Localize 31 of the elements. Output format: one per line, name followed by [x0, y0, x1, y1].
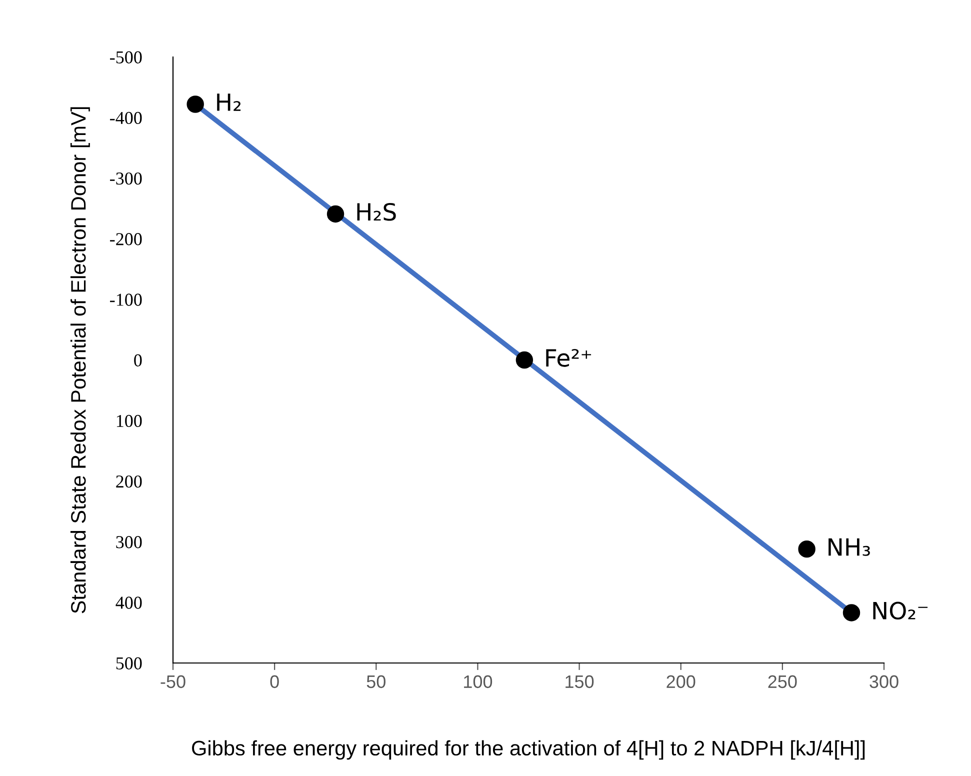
- y-tick-label: 500: [116, 657, 142, 670]
- point: [326, 205, 344, 223]
- y-tick-label: -400: [110, 112, 142, 124]
- x-tick-label: -50: [160, 675, 186, 688]
- x-axis-title: Gibbs free energy required for the activation of 4[H] to 2 NADPH [kJ/4[H]]: [192, 740, 865, 760]
- y-tick-label: -200: [110, 233, 142, 246]
- y-tick-label: 200: [116, 475, 142, 488]
- annotation: H₂S: [357, 202, 396, 221]
- point: [516, 351, 534, 369]
- annotation: H₂: [217, 94, 241, 111]
- annotation: NH₃: [828, 538, 870, 556]
- x-tick-label: 300: [870, 675, 898, 688]
- y-tick-label: 100: [116, 414, 142, 428]
- point: [186, 96, 204, 113]
- y-tick-label: -100: [110, 294, 142, 306]
- y-axis-title: Standard State Redox Potential of Electron Donor [mV]: [70, 107, 90, 614]
- x-tick-label: 0: [270, 675, 279, 688]
- y-tick-label: 300: [116, 536, 142, 548]
- annotation: NO₂⁻: [873, 602, 928, 620]
- x-tick-label: 250: [768, 675, 797, 688]
- x-tick-label: 100: [464, 675, 492, 688]
- y-tick-label: -500: [110, 51, 142, 64]
- y-tick-label: 0: [134, 354, 142, 366]
- y-tick-label: -300: [110, 172, 142, 185]
- x-tick-label: 150: [566, 675, 594, 688]
- annotation: Fe²⁺: [546, 348, 592, 367]
- y-tick-label: 400: [116, 596, 142, 609]
- point: [798, 540, 816, 558]
- x-tick-label: 50: [366, 675, 386, 688]
- x-tick-label: 200: [666, 675, 696, 688]
- point: [842, 604, 860, 622]
